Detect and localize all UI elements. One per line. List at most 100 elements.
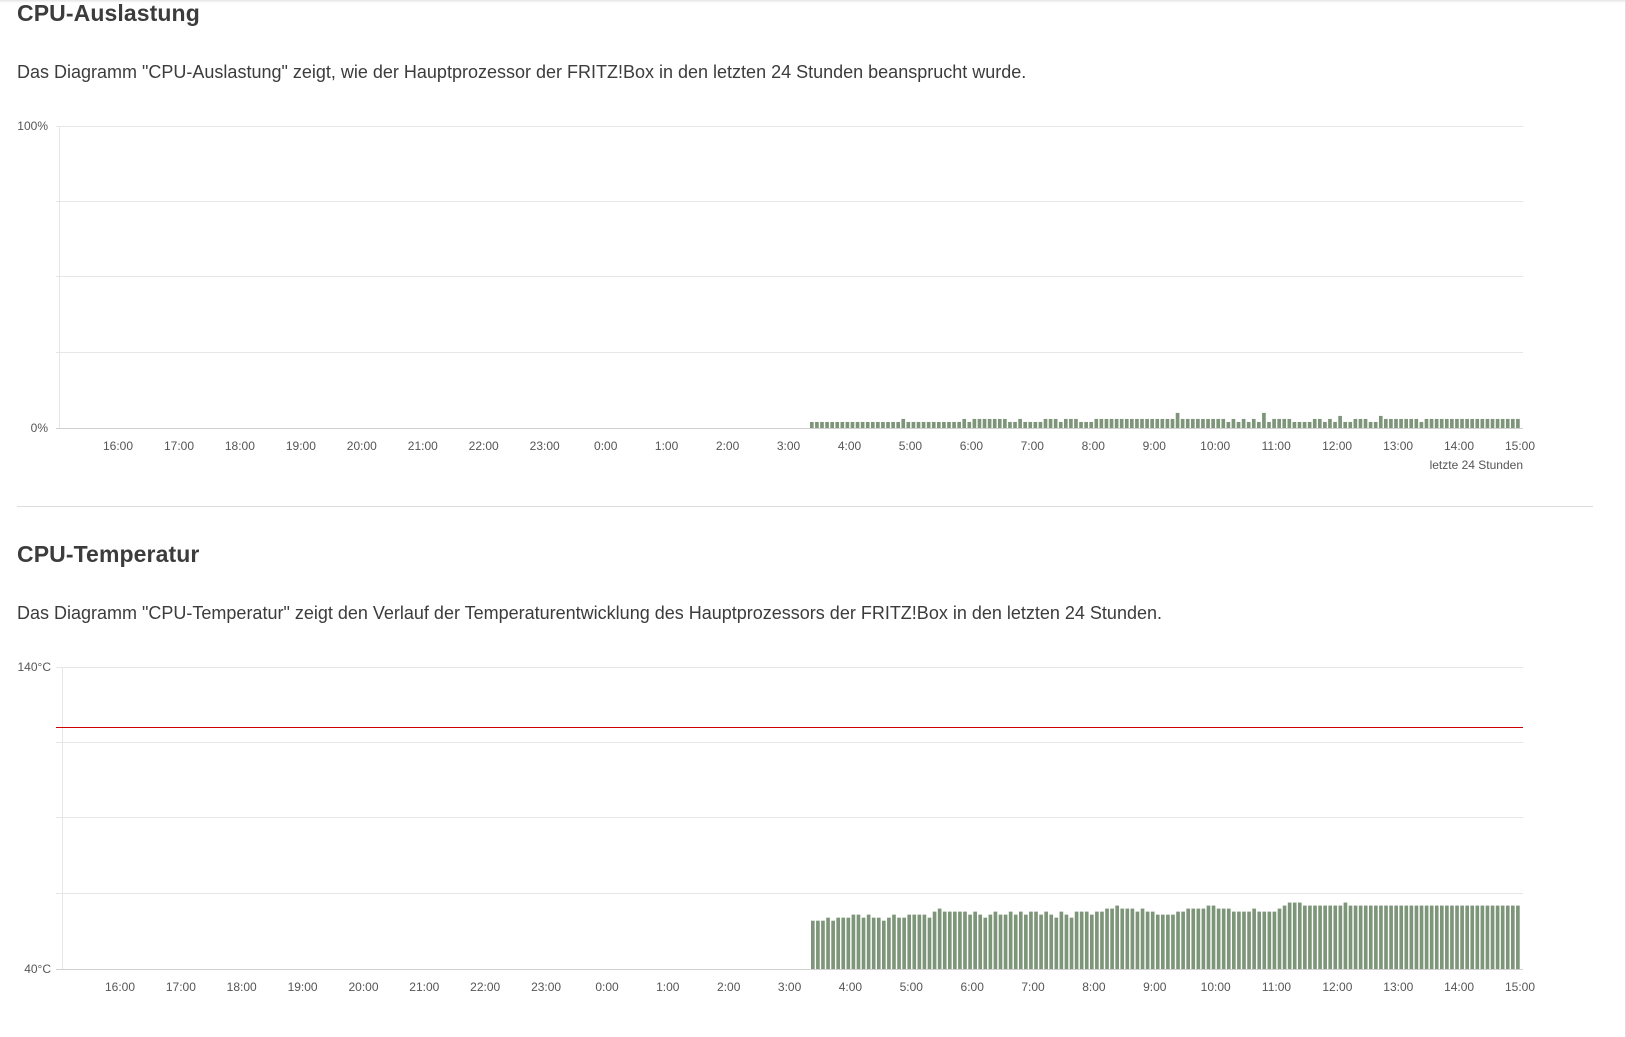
bar [936, 421, 941, 428]
bar [1105, 908, 1109, 969]
bar [886, 421, 890, 428]
bar [1074, 911, 1079, 969]
bar [1399, 905, 1404, 969]
bar [1119, 418, 1124, 428]
bar [1389, 905, 1393, 969]
bar [1171, 914, 1175, 969]
bar [1063, 418, 1068, 428]
bar [962, 418, 967, 428]
bar [1475, 418, 1480, 428]
bar [896, 421, 901, 428]
bar [1064, 914, 1069, 969]
bar [1181, 911, 1185, 969]
bar [1003, 914, 1008, 969]
bar [1155, 418, 1160, 428]
bar [1282, 418, 1287, 428]
bar [1008, 911, 1013, 969]
bar [1343, 421, 1348, 428]
x-tick-label: 2:00 [717, 980, 741, 994]
bar [1318, 905, 1322, 969]
y-tick-label-max: 140°C [18, 660, 52, 674]
bar [1444, 418, 1449, 428]
bar [1368, 421, 1373, 428]
cpu-temperature-x-ticks: 16:00 17:00 18:00 19:00 20:00 21:00 22:00 23:00… [105, 980, 1535, 994]
x-tick-label: 9:00 [1143, 439, 1167, 453]
bar [1434, 418, 1439, 428]
x-tick-label: 0:00 [594, 439, 618, 453]
x-tick-label: 15:00 [1505, 439, 1535, 453]
bar [1059, 911, 1064, 969]
bar [876, 917, 881, 969]
bar [1196, 418, 1200, 428]
bar [815, 421, 819, 428]
bar [942, 911, 947, 969]
bar [1480, 418, 1485, 428]
x-tick-label: 5:00 [899, 439, 923, 453]
bar [1445, 905, 1449, 969]
bar [1150, 418, 1154, 428]
bar [846, 917, 851, 969]
bar [987, 418, 992, 428]
bar [1049, 914, 1054, 969]
bar [1074, 418, 1078, 428]
x-tick-label: 19:00 [286, 439, 316, 453]
bar [1039, 914, 1043, 969]
x-tick-label: 10:00 [1200, 439, 1230, 453]
bar [882, 920, 886, 969]
bar [1450, 905, 1454, 969]
x-tick-label: 21:00 [409, 980, 439, 994]
bar [1084, 911, 1089, 969]
bar [1450, 418, 1454, 428]
bar [1186, 908, 1191, 969]
bar [1191, 908, 1196, 969]
bar [1023, 421, 1028, 428]
cpu-load-grid [56, 126, 1523, 429]
x-tick-label: 0:00 [595, 980, 619, 994]
bar [1424, 905, 1429, 969]
bar [1429, 418, 1434, 428]
x-tick-label: 15:00 [1505, 980, 1535, 994]
bar [1414, 905, 1419, 969]
bar [1130, 418, 1134, 428]
bar [1490, 418, 1495, 428]
bar [937, 908, 942, 969]
bar [967, 421, 972, 428]
bar [1505, 905, 1510, 969]
bar [1257, 421, 1261, 428]
x-tick-label: 12:00 [1322, 980, 1352, 994]
bar [947, 421, 951, 428]
x-tick-label: 4:00 [838, 439, 862, 453]
x-tick-label: 16:00 [103, 439, 133, 453]
x-tick-label: 3:00 [778, 980, 802, 994]
x-tick-label: 13:00 [1383, 980, 1413, 994]
x-axis-label: letzte 24 Stunden [1430, 458, 1523, 472]
bar [826, 917, 830, 969]
bar [942, 421, 946, 428]
bar [1363, 418, 1368, 428]
bar [1475, 905, 1480, 969]
bar [1252, 908, 1256, 969]
x-tick-label: 12:00 [1322, 439, 1352, 453]
bar [983, 917, 988, 969]
bar [1166, 914, 1170, 969]
x-tick-label: 14:00 [1444, 980, 1474, 994]
bar [901, 418, 906, 428]
bar [1145, 911, 1150, 969]
bar [1516, 418, 1520, 428]
bar [856, 914, 861, 969]
bar [1089, 914, 1094, 969]
bar [861, 917, 866, 969]
bar [963, 911, 967, 969]
bar [1460, 905, 1464, 969]
bar [1110, 908, 1114, 969]
bar [1282, 905, 1287, 969]
bar [1196, 908, 1201, 969]
bar [1104, 418, 1109, 428]
x-tick-label: 17:00 [164, 439, 194, 453]
x-tick-label: 5:00 [900, 980, 924, 994]
bar [982, 418, 987, 428]
x-tick-label: 18:00 [227, 980, 257, 994]
bar [1302, 421, 1307, 428]
bar [1358, 418, 1363, 428]
bar [1500, 905, 1505, 969]
